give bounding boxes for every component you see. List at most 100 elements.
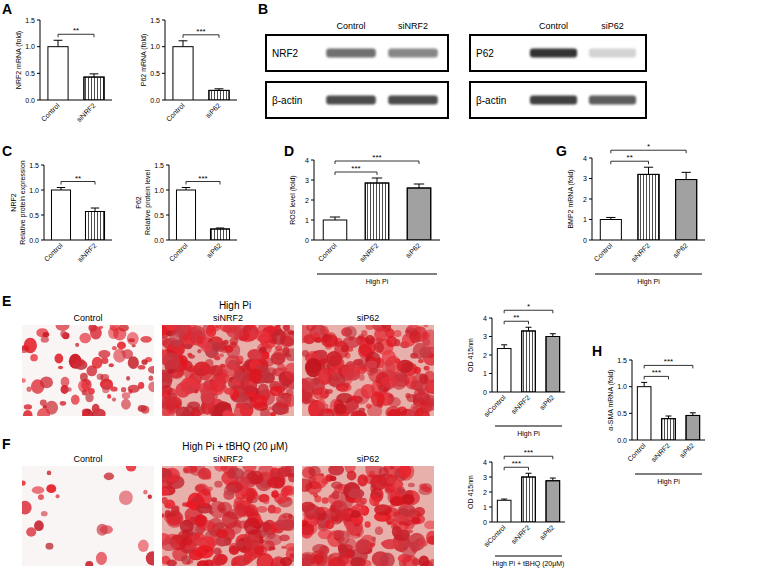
- stain-spot: [230, 337, 239, 345]
- staining-title: High Pi + tBHQ (20 μM): [182, 441, 288, 452]
- stain-spot: [162, 487, 169, 495]
- bar-hatch: [365, 183, 389, 240]
- error-bar: [648, 167, 649, 174]
- stain-spot: [197, 349, 201, 353]
- significance-label: **: [627, 153, 633, 162]
- stain-spot: [355, 539, 370, 553]
- x-tick-label: siNRF2: [630, 242, 652, 264]
- error-bar: [504, 345, 505, 349]
- y-tick-label: 1.0: [154, 187, 164, 194]
- chart-title: P62: [135, 196, 142, 209]
- plot-marks: [637, 382, 699, 440]
- stain-spot: [351, 395, 357, 400]
- stain-spot: [209, 365, 223, 376]
- y-axis: [632, 360, 633, 440]
- stain-spot: [71, 395, 80, 405]
- panel-letter: B: [258, 1, 268, 17]
- stain-spot: [280, 557, 293, 566]
- stain-spot: [401, 529, 410, 540]
- stain-spot: [382, 539, 399, 549]
- stain-spot: [121, 387, 126, 392]
- stain-spot: [30, 354, 38, 361]
- plot-marks: [497, 327, 559, 392]
- error-cap: [682, 172, 691, 173]
- stain-spot: [195, 514, 206, 527]
- y-tick-label: 1: [483, 370, 487, 377]
- stain-spot: [222, 410, 233, 416]
- panel-letter: D: [284, 143, 294, 159]
- x-tick-label: siControl: [482, 393, 507, 418]
- stain-spot: [195, 368, 204, 375]
- stain-spot: [357, 358, 367, 369]
- stain-spot: [182, 537, 196, 550]
- stain-spot: [288, 331, 294, 335]
- stain-spot: [180, 520, 194, 533]
- stain-spot: [189, 560, 194, 563]
- blot-row-label: P62: [476, 48, 494, 59]
- y-tick-label: 2: [483, 489, 487, 496]
- x-axis-label: High Pi: [637, 278, 660, 286]
- staining-image: [162, 466, 294, 566]
- y-tick-label: 2: [483, 352, 487, 359]
- stain-spot: [285, 353, 292, 357]
- stain-spot: [361, 330, 367, 337]
- stain-spot: [216, 538, 228, 547]
- stain-spot: [313, 520, 318, 523]
- stain-spot: [104, 473, 114, 481]
- x-tick-label: Control: [317, 241, 338, 262]
- bar: [210, 229, 229, 240]
- blot-frame: [266, 35, 448, 71]
- stain-spot: [347, 408, 354, 413]
- y-tick-label: 0.0: [154, 237, 164, 244]
- x-label-bracket: [495, 556, 562, 557]
- significance-label: **: [513, 313, 519, 322]
- bar-chart: 01234ControlsiNRF2siP62ROS level (fold)H…: [289, 153, 440, 286]
- stain-spot: [347, 471, 357, 481]
- stain-spot: [247, 350, 262, 360]
- x-tick-label: Control: [593, 241, 614, 262]
- stain-spot: [60, 401, 66, 406]
- stain-spot: [262, 474, 270, 480]
- stain-spot: [58, 366, 63, 370]
- stain-spot: [201, 342, 212, 352]
- stain-spot: [183, 468, 189, 473]
- staining-image: [162, 325, 294, 416]
- stain-spot: [211, 497, 217, 502]
- stain-spot: [302, 523, 314, 539]
- stain-spot: [280, 329, 294, 346]
- stain-spot: [344, 326, 357, 338]
- bar: [546, 481, 560, 522]
- stain-spot: [209, 510, 214, 514]
- stain-spot: [233, 370, 246, 382]
- stain-spot: [92, 357, 103, 369]
- stain-spot: [411, 517, 421, 524]
- stain-spot: [146, 551, 154, 565]
- stain-spot: [419, 484, 427, 490]
- stain-spot: [348, 489, 364, 499]
- error-cap: [372, 178, 382, 179]
- staining-image: [302, 325, 434, 416]
- stain-spot: [112, 346, 117, 350]
- bar: [48, 47, 68, 100]
- bar-hatch: [662, 419, 676, 440]
- x-axis-label: High Pi: [657, 478, 680, 486]
- staining-column-label: siNRF2: [213, 313, 243, 323]
- stain-spot: [212, 366, 217, 370]
- bar-hatch: [546, 337, 560, 393]
- stain-spot: [285, 543, 294, 551]
- stain-spot: [310, 550, 328, 566]
- stain-spot: [26, 527, 36, 536]
- stain-spot: [218, 550, 223, 554]
- stain-spot: [325, 409, 332, 414]
- bar-hatch: [407, 188, 431, 240]
- stain-spot: [181, 555, 187, 561]
- stain-spot: [197, 489, 212, 507]
- stain-spot: [216, 529, 229, 538]
- stain-spot: [306, 325, 316, 331]
- bar: [84, 77, 104, 100]
- stain-spot: [379, 560, 388, 566]
- significance-label: ***: [372, 153, 381, 162]
- stain-spot: [162, 326, 167, 336]
- y-axis: [44, 165, 45, 240]
- bar-hatch: [522, 331, 536, 392]
